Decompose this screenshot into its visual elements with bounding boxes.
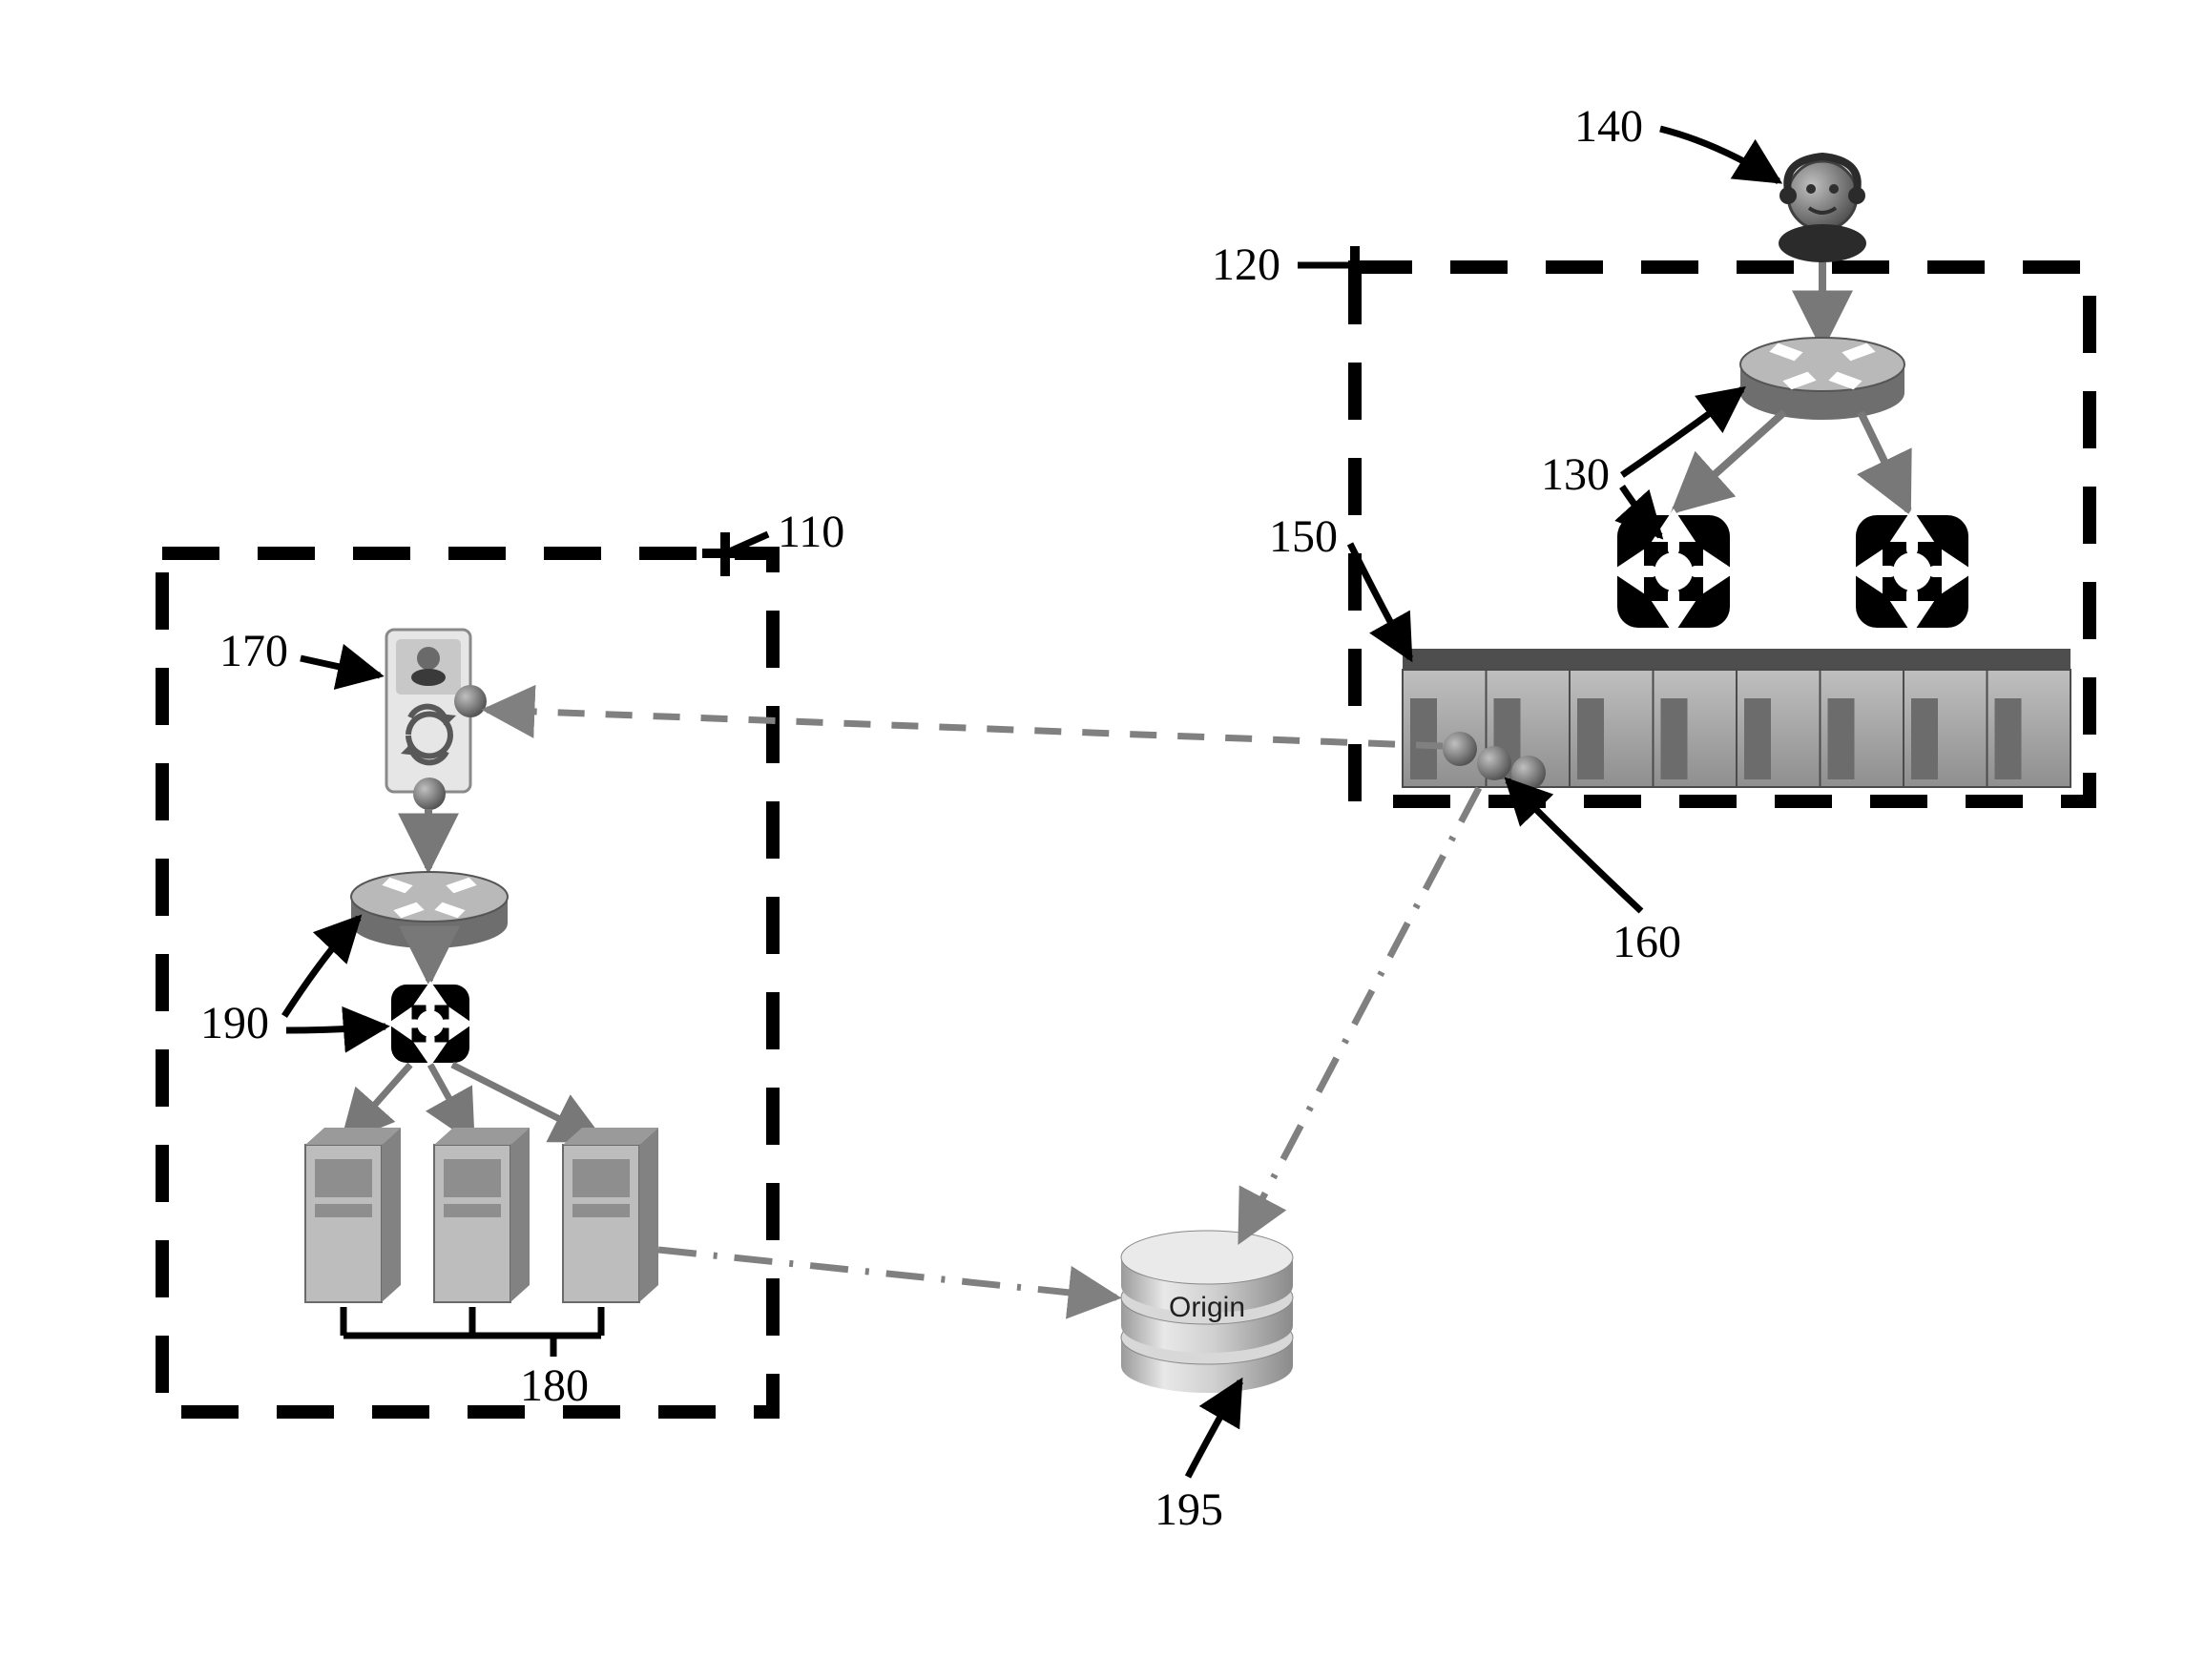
servers-180 xyxy=(305,1128,658,1302)
load-balancer-icon-b xyxy=(1856,515,1968,628)
origin-link-from-rack xyxy=(1240,788,1479,1240)
diagram-svg: Origin xyxy=(0,0,2185,1680)
origin-link-from-servers xyxy=(658,1250,1116,1297)
user-icon-140 xyxy=(1779,156,1866,262)
leader-195 xyxy=(1188,1381,1240,1477)
router-icon-120 xyxy=(1740,338,1904,420)
leader-140 xyxy=(1660,129,1779,181)
load-balancer-icon-190 xyxy=(391,985,469,1063)
leader-190-b xyxy=(286,1027,385,1030)
leader-180 xyxy=(343,1307,601,1357)
mss-link-dashed xyxy=(487,710,1443,746)
origin-db-195: Origin xyxy=(1121,1231,1293,1393)
diagram-canvas: 110 120 130 140 150 160 170 180 190 195 xyxy=(0,0,2185,1680)
origin-label-text: Origin xyxy=(1169,1292,1245,1323)
leader-190-a xyxy=(284,918,359,1016)
router-icon-190 xyxy=(351,872,508,948)
leader-170 xyxy=(301,658,380,675)
load-balancer-icon-a xyxy=(1617,515,1730,628)
flow-arrow-router-to-lb-right xyxy=(1861,412,1908,510)
